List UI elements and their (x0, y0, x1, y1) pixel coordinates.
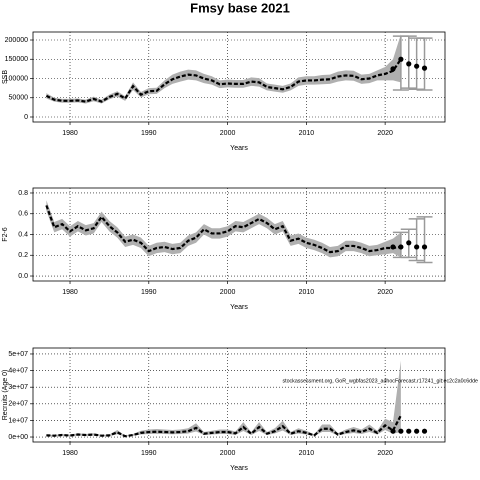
y-tick-label: 4e+07 (8, 367, 28, 374)
confidence-band (46, 34, 401, 104)
y-tick-label: 0.0 (18, 273, 28, 280)
x-tick-label: 1990 (141, 130, 157, 137)
y-tick-label: 1e+07 (8, 417, 28, 424)
x-tick-label: 2010 (299, 289, 315, 296)
forecast-point (398, 244, 404, 250)
forecast-point (421, 244, 428, 250)
x-axis-label: Years (230, 465, 248, 472)
x-tick-label: 2000 (220, 130, 236, 137)
forecast-point (390, 66, 396, 72)
x-tick-label: 1990 (141, 450, 157, 457)
y-tick-label: 0.8 (18, 190, 28, 197)
y-tick-label: 0.2 (18, 252, 28, 259)
x-tick-label: 1980 (62, 289, 78, 296)
forecast-point (390, 428, 396, 434)
forecast-point (421, 65, 428, 71)
y-axis-label: F2-6 (2, 227, 9, 242)
x-tick-label: 1980 (62, 450, 78, 457)
y-tick-label: 2e+07 (8, 401, 28, 408)
forecast-point (406, 428, 412, 434)
x-tick-label: 2010 (299, 450, 315, 457)
forecast-point (414, 63, 420, 69)
forecast-point (414, 428, 420, 434)
y-tick-label: 5e+07 (8, 351, 28, 358)
y-tick-label: 0.4 (18, 231, 28, 238)
x-tick-label: 1990 (141, 289, 157, 296)
x-tick-label: 2020 (377, 450, 393, 457)
x-tick-label: 2000 (220, 450, 236, 457)
forecast-point (406, 61, 412, 67)
x-tick-label: 1980 (62, 130, 78, 137)
x-tick-label: 2000 (220, 289, 236, 296)
estimate-line (45, 205, 402, 254)
confidence-band (46, 200, 401, 258)
x-tick-label: 2020 (377, 289, 393, 296)
plot-frame (32, 187, 446, 282)
forecast-point (421, 428, 428, 434)
x-axis-label: Years (230, 145, 248, 152)
forecast-point (398, 428, 404, 434)
chart-title: Fmsy base 2021 (190, 0, 290, 15)
forecast-point (390, 244, 396, 250)
y-tick-label: 150000 (5, 56, 28, 63)
estimate-line (45, 58, 402, 103)
x-tick-label: 2020 (377, 130, 393, 137)
x-axis-label: Years (230, 304, 248, 311)
annotation: stockassessment.org, GoR_wgbfas2023_adho… (282, 378, 478, 384)
y-tick-label: 0 (24, 114, 28, 121)
y-axis-label: SSB (2, 70, 9, 84)
forecast-point (406, 240, 412, 246)
y-tick-label: 50000 (9, 95, 29, 102)
y-tick-label: 0.6 (18, 211, 28, 218)
confidence-band (46, 360, 401, 437)
y-tick-label: 100000 (5, 75, 28, 82)
y-tick-label: 200000 (5, 37, 28, 44)
plot-frame (32, 31, 446, 123)
y-tick-label: 3e+07 (8, 384, 28, 391)
plot-frame (32, 347, 446, 443)
forecast-point (414, 244, 420, 250)
y-axis-label: Recruits (Age 0) (2, 370, 9, 421)
x-tick-label: 2010 (299, 130, 315, 137)
estimate-line (46, 414, 402, 438)
y-tick-label: 0e+00 (8, 434, 28, 441)
forecast-point (398, 56, 404, 62)
